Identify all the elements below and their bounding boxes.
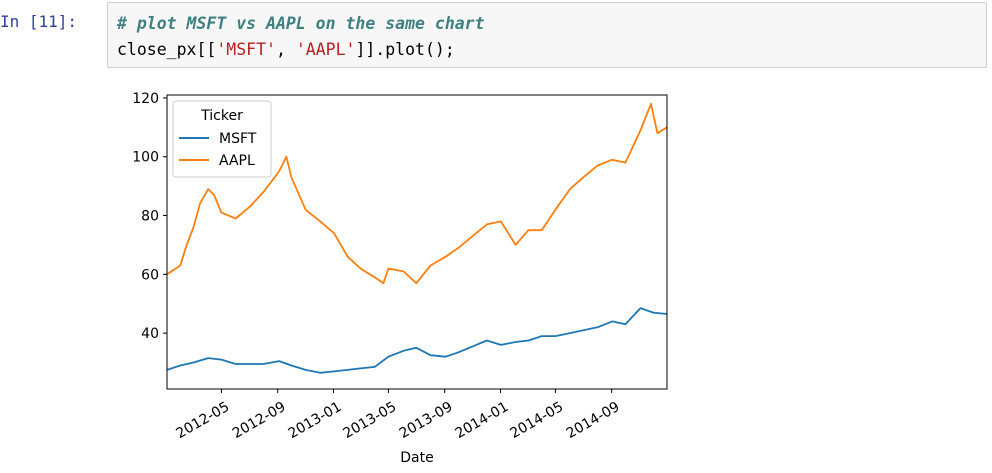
y-tick-label: 60 — [141, 267, 159, 283]
x-tick-label: 2013-05 — [341, 399, 400, 442]
plot-frame — [166, 94, 668, 390]
y-tick-label: 80 — [141, 209, 159, 225]
series-line-aapl — [166, 102, 668, 285]
output-area: 40 60 80 100 120 2012-05 2012-09 2013-01 2013-0… — [107, 80, 987, 469]
series-layer — [166, 102, 668, 374]
code-text: , — [275, 40, 296, 59]
input-prompt: In [11]: — [0, 12, 78, 31]
code-input-area[interactable]: # plot MSFT vs AAPL on the same chart cl… — [107, 2, 987, 68]
x-tick-label: 2014-05 — [508, 399, 567, 442]
x-tick-label: 2014-01 — [453, 399, 512, 442]
legend-box — [172, 100, 272, 178]
code-editor[interactable]: # plot MSFT vs AAPL on the same chart cl… — [117, 11, 485, 63]
legend-title: Ticker — [200, 108, 243, 124]
legend-label-aapl: AAPL — [219, 153, 255, 169]
code-string-aapl: 'AAPL' — [295, 40, 356, 59]
code-text: ]].plot(); — [355, 40, 455, 59]
x-axis-label: Date — [400, 450, 433, 466]
x-tick-label: 2012-09 — [230, 399, 289, 442]
series-line-msft — [166, 307, 668, 374]
x-tick-label: 2013-01 — [286, 399, 345, 442]
legend: Ticker MSFT AAPL — [172, 100, 272, 178]
y-axis: 40 60 80 100 120 — [132, 91, 167, 342]
code-comment: # plot MSFT vs AAPL on the same chart — [117, 14, 485, 33]
x-tick-label: 2012-05 — [174, 399, 233, 442]
code-text: close_px[[ — [117, 40, 217, 59]
x-tick-label: 2013-09 — [397, 399, 456, 442]
y-tick-label: 100 — [132, 150, 159, 166]
code-string-msft: 'MSFT' — [216, 40, 276, 59]
legend-label-msft: MSFT — [219, 131, 257, 147]
y-tick-label: 120 — [132, 91, 159, 107]
x-tick-label: 2014-09 — [564, 399, 623, 442]
x-axis: 2012-052012-092013-012013-052013-092014-… — [174, 389, 623, 442]
y-tick-label: 40 — [141, 326, 159, 342]
